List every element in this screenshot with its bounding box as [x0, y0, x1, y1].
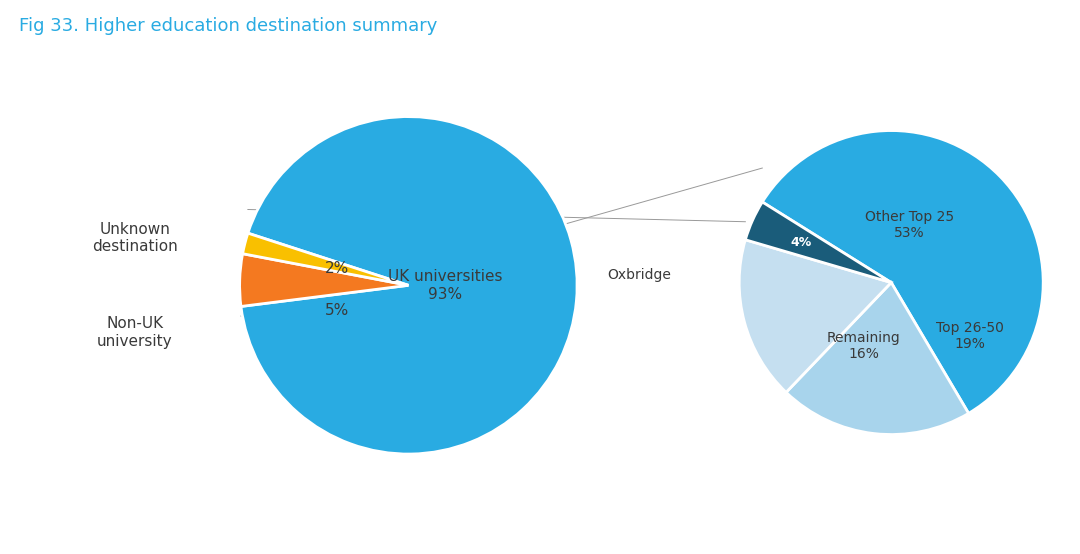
Wedge shape — [240, 254, 408, 306]
Wedge shape — [241, 116, 577, 454]
Text: 2%: 2% — [325, 261, 350, 276]
Text: UK universities
93%: UK universities 93% — [388, 269, 503, 301]
Wedge shape — [762, 131, 1043, 413]
Text: Unknown
destination: Unknown destination — [92, 222, 178, 254]
Text: Fig 33. Higher education destination summary: Fig 33. Higher education destination sum… — [19, 17, 437, 34]
Text: Non-UK
university: Non-UK university — [97, 316, 173, 349]
Wedge shape — [739, 240, 891, 392]
Text: Top 26-50
19%: Top 26-50 19% — [936, 321, 1004, 351]
Wedge shape — [243, 233, 408, 285]
Text: 5%: 5% — [325, 303, 350, 318]
Text: Oxbridge: Oxbridge — [607, 268, 671, 282]
Text: Other Top 25
53%: Other Top 25 53% — [865, 209, 954, 240]
Text: 4%: 4% — [791, 235, 812, 249]
Wedge shape — [786, 283, 969, 434]
Text: Remaining
16%: Remaining 16% — [827, 331, 901, 361]
Wedge shape — [745, 202, 891, 283]
